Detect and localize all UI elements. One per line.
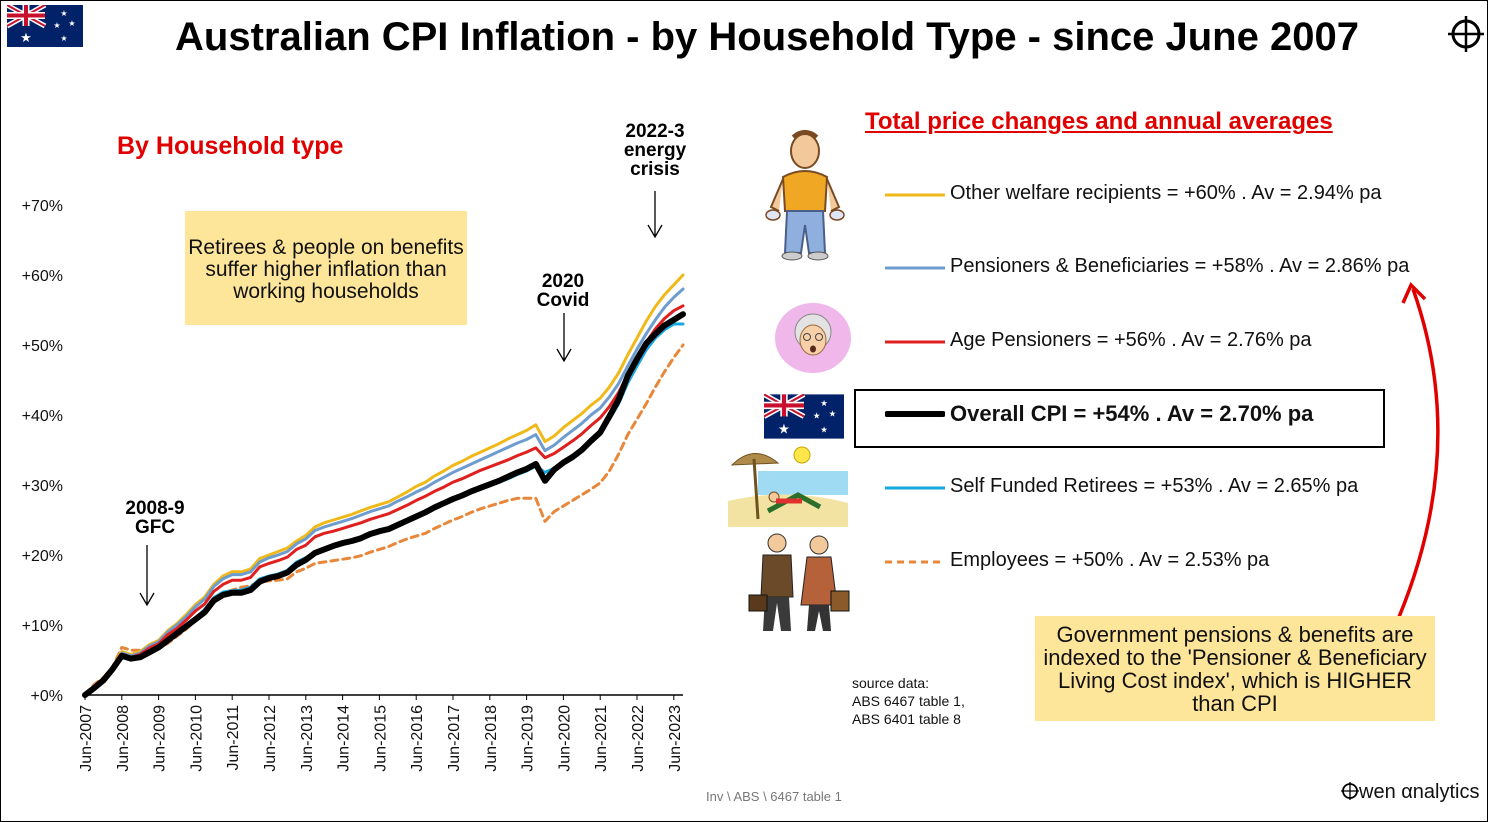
x-tick-label: Jun-2011 [225,705,242,771]
svg-text:★: ★ [68,19,75,28]
y-tick-label: +20% [22,548,63,565]
legend-line-employees [885,560,945,564]
y-tick-label: +60% [22,268,63,285]
energy-annotation-line1: 2022-3 [625,121,685,142]
svg-text:★: ★ [820,398,828,408]
employees-couple-icon [748,533,850,631]
legend-label-employees: Employees = +50% . Av = 2.53% pa [950,549,1270,571]
brand-text: wen αnalytics [1359,781,1480,803]
energy-annotation-line2: energy [623,140,687,161]
page-title: Australian CPI Inflation - by Household … [175,15,1359,59]
x-tick-label: Jun-2010 [188,705,205,772]
owen-analytics-logo: wen αnalytics [1341,781,1480,804]
series-lines [82,273,686,698]
overall-cpi-box [854,389,1385,448]
legend-label-pensioners-beneficiaries: Pensioners & Beneficiaries = +58% . Av =… [950,255,1410,277]
x-tick-label: Jun-2008 [115,705,132,772]
x-tick-label: Jun-2022 [630,705,647,772]
indexation-callout: Government pensions & benefits are index… [1035,616,1435,721]
legend-line-self-funded-retirees [885,486,945,490]
svg-text:★: ★ [60,34,67,43]
brand-crosshair-icon [1341,782,1359,800]
series-line-age-pensioners [83,304,685,697]
x-tick-label: Jun-2016 [409,705,426,772]
covid-annotation: 2020 Covid [513,272,613,310]
legend-line-pensioners-beneficiaries [885,266,945,270]
x-tick-label: Jun-2018 [483,705,500,772]
legend-label-overall-cpi: Overall CPI = +54% . Av = 2.70% pa [950,401,1314,426]
x-tick-label: Jun-2023 [667,705,684,772]
legend-label-self-funded-retirees: Self Funded Retirees = +53% . Av = 2.65%… [950,475,1359,497]
y-tick-label: +10% [22,618,63,635]
svg-text:★: ★ [20,30,32,45]
chart-subtitle: By Household type [117,132,344,160]
x-tick-label: Jun-2009 [152,705,169,772]
y-tick-label: +0% [31,688,63,705]
svg-text:★: ★ [60,9,67,18]
australian-flag-icon: ★ ★ ★ ★ ★ [7,5,83,47]
x-tick-label: Jun-2021 [593,705,610,772]
gfc-annotation-line2: GFC [134,517,176,538]
series-line-overall-cpi [82,311,686,698]
y-tick-label: +70% [22,198,63,215]
y-tick-label: +50% [22,338,63,355]
x-tick-label: Jun-2017 [446,705,463,772]
indexation-callout-text: Government pensions & benefits are index… [1043,621,1427,716]
gfc-arrow-icon [139,545,155,607]
legend-label-age-pensioners: Age Pensioners = +56% . Av = 2.76% pa [950,329,1312,351]
svg-text:★: ★ [813,411,821,421]
source-line-1: source data: [852,675,930,691]
age-pensioner-lady-icon [775,303,851,373]
source-line-3: ABS 6401 table 8 [852,711,961,727]
line-chart: +0% +10% +20% +30% +40% +50% +60% +70% Jun-2007… [22,198,686,772]
x-tick-label: Jun-2007 [78,705,95,772]
source-note: source data: ABS 6467 table 1, ABS 6401 … [852,674,965,728]
legend-line-overall-cpi [885,411,945,417]
legend-heading: Total price changes and annual averages [865,108,1333,135]
covid-annotation-line2: Covid [536,290,590,311]
svg-text:★: ★ [829,409,837,419]
legend-line-age-pensioners [885,340,945,344]
y-axis-tick-labels: +0% +10% +20% +30% +40% +50% +60% +70% [22,198,63,705]
covid-arrow-icon [556,313,572,363]
empty-pockets-man-icon [765,130,845,261]
retirees-callout-text: Retirees & people on benefits suffer hig… [188,236,464,303]
crosshair-logo-icon [1448,16,1484,52]
svg-text:★: ★ [53,21,60,30]
series-line-pensioners-beneficiaries [83,287,685,697]
australian-flag-small-icon: ★ ★ ★ ★ ★ [764,394,844,439]
gfc-annotation-line1: 2008-9 [125,498,185,519]
source-line-2: ABS 6467 table 1, [852,693,965,709]
beach-retiree-icon [728,441,848,527]
svg-text:★: ★ [778,421,790,436]
retirees-callout: Retirees & people on benefits suffer hig… [185,211,467,325]
x-tick-label: Jun-2015 [372,705,389,772]
legend-line-other-welfare [885,193,945,197]
x-tick-label: Jun-2014 [336,705,353,772]
x-tick-label: Jun-2013 [299,705,316,772]
covid-annotation-line1: 2020 [541,271,585,292]
gfc-annotation: 2008-9 GFC [105,499,205,537]
x-tick-label: Jun-2019 [520,705,537,772]
energy-annotation-line3: crisis [630,159,680,180]
svg-text:★: ★ [820,424,828,434]
red-curved-arrow-icon [1397,281,1440,618]
file-path-footer: Inv \ ABS \ 6467 table 1 [706,789,842,804]
x-axis-tick-labels: Jun-2007 Jun-2008 Jun-2009 Jun-2010 Jun-2011… [78,695,684,772]
x-tick-label: Jun-2012 [262,705,279,772]
energy-arrow-icon [647,191,663,239]
legend-label-other-welfare: Other welfare recipients = +60% . Av = 2… [950,182,1382,204]
energy-crisis-annotation: 2022-3 energy crisis [605,122,705,179]
y-tick-label: +30% [22,478,63,495]
y-tick-label: +40% [22,408,63,425]
x-tick-label: Jun-2020 [556,705,573,772]
